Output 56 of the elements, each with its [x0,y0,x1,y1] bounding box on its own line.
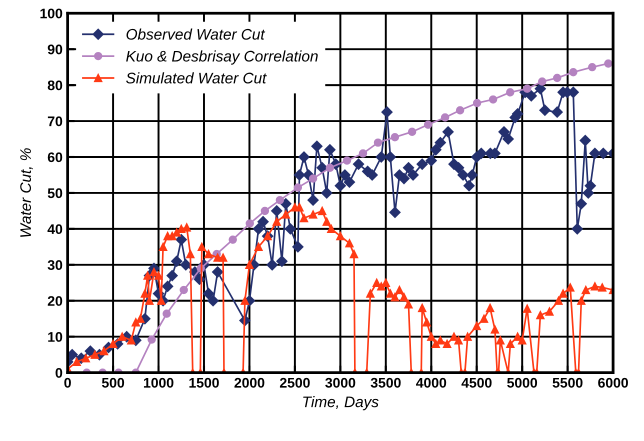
point [308,174,318,183]
point [342,156,352,165]
point [246,219,254,228]
point [294,183,302,192]
point [162,310,171,318]
y-tick-label: 60 [48,152,62,162]
x-tick-label: 1000 [144,378,174,388]
y-tick-label: 50 [48,188,62,198]
x-tick-label: 5000 [507,378,538,388]
x-tick-label: 3000 [325,378,356,388]
point [440,113,450,122]
point [472,98,482,108]
x-tick-label: 4000 [416,378,446,388]
point [228,235,237,244]
legend-label: Simulated Water Cut [126,72,267,84]
y-tick-label: 0 [56,368,62,378]
point [569,68,578,76]
x-tick-label: 4500 [461,378,492,388]
point [553,74,562,82]
point [390,133,400,142]
point [488,95,498,104]
point [538,77,546,86]
point [358,149,368,158]
x-tick-label: 2500 [280,378,310,388]
legend-label: Kuo & Desbrisay Correlation [126,50,318,65]
y-tick-label: 30 [48,260,62,270]
x-tick-label: 6000 [598,378,628,388]
x-tick-label: 500 [102,378,124,388]
y-tick-label: 100 [40,8,62,18]
point [604,59,612,68]
y-tick-label: 90 [48,44,62,54]
point [456,106,464,114]
point [326,164,334,172]
point [260,206,270,216]
x-tick-label: 2000 [234,378,264,388]
legend-label: Observed Water Cut [126,28,266,40]
y-tick-label: 70 [48,116,62,126]
point [588,62,596,72]
point [506,88,514,96]
x-tick-label: 0 [64,378,71,388]
x-tick-label: 1500 [189,378,219,388]
x-tick-label: 3500 [370,378,401,388]
x-tick-label: 5500 [552,378,583,388]
point [148,335,156,344]
y-axis-title: Water Cut, % [20,148,33,237]
point [424,120,432,129]
point [523,84,532,93]
x-axis-title: Time, Days [303,396,379,410]
y-tick-label: 20 [48,296,62,306]
point [276,196,284,204]
y-tick-label: 10 [48,332,62,342]
point [374,138,382,147]
y-tick-label: 40 [48,224,62,234]
point [180,286,188,294]
point [408,128,416,136]
y-tick-label: 80 [48,80,62,90]
